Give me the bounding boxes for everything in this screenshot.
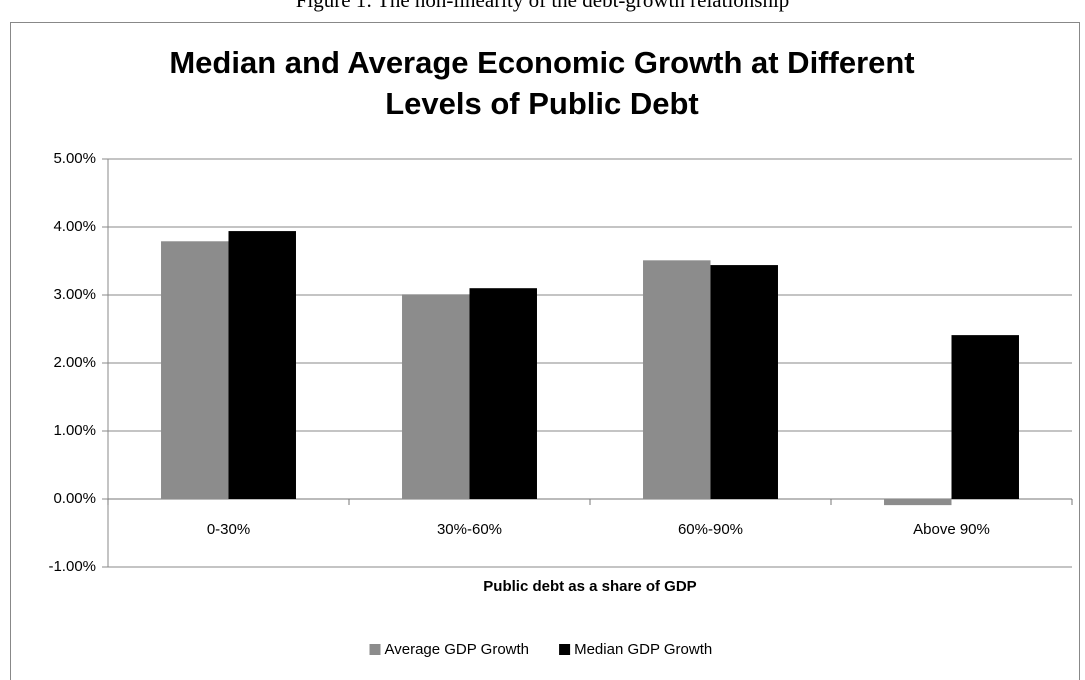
bar xyxy=(951,335,1019,499)
y-tick-label: 5.00% xyxy=(53,150,96,167)
y-tick-label: -1.00% xyxy=(48,558,96,575)
y-tick-label: 2.00% xyxy=(53,354,96,371)
legend-label: Median GDP Growth xyxy=(574,641,712,658)
chart-border xyxy=(10,22,1080,680)
x-tick-label: Above 90% xyxy=(913,521,990,538)
y-tick-label: 0.00% xyxy=(53,490,96,507)
x-tick-label: 0-30% xyxy=(207,521,250,538)
x-tick-label: 30%-60% xyxy=(437,521,502,538)
figure-caption: Figure 1: The non-linearity of the debt-… xyxy=(295,0,790,12)
y-tick-label: 1.00% xyxy=(53,422,96,439)
bar xyxy=(228,231,296,499)
x-axis-label: Public debt as a share of GDP xyxy=(483,578,696,595)
bar xyxy=(710,265,778,499)
legend-swatch xyxy=(559,644,571,655)
y-tick-label: 4.00% xyxy=(53,218,96,235)
bar xyxy=(884,499,952,506)
bar xyxy=(469,288,537,499)
x-tick-label: 60%-90% xyxy=(678,521,743,538)
legend-swatch xyxy=(369,644,381,655)
bar xyxy=(402,294,470,499)
bar xyxy=(643,260,711,499)
chart-title: Median and Average Economic Growth at Di… xyxy=(169,45,915,121)
y-tick-label: 3.00% xyxy=(53,286,96,303)
legend-label: Average GDP Growth xyxy=(385,641,530,658)
bar xyxy=(161,241,229,499)
